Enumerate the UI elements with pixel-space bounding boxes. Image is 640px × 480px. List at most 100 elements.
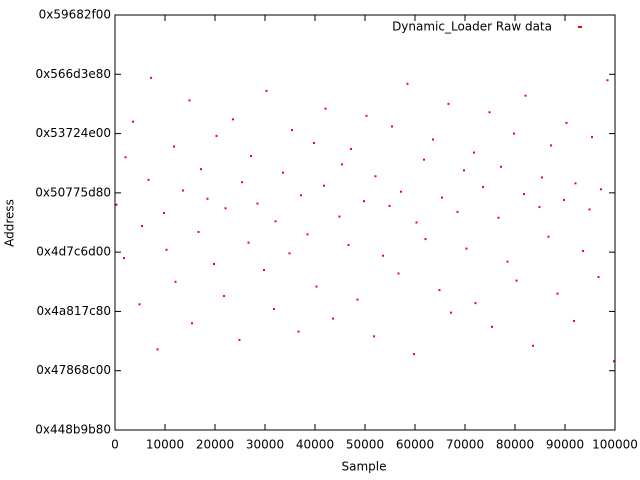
y-tick-label: 0x4d7c6d00 bbox=[36, 245, 111, 259]
point bbox=[482, 185, 484, 188]
y-tick-label: 0x566d3e80 bbox=[35, 67, 111, 81]
point bbox=[313, 142, 315, 145]
point bbox=[613, 360, 615, 363]
point bbox=[588, 208, 591, 211]
point bbox=[524, 94, 527, 97]
point bbox=[400, 190, 402, 193]
point bbox=[132, 120, 134, 123]
point bbox=[341, 163, 343, 166]
point bbox=[532, 344, 534, 347]
point bbox=[324, 107, 327, 110]
point bbox=[250, 155, 252, 158]
y-tick-label: 0x50775d80 bbox=[35, 185, 111, 199]
point bbox=[206, 197, 209, 200]
point bbox=[124, 156, 127, 159]
point bbox=[463, 169, 465, 172]
point bbox=[523, 193, 525, 196]
point bbox=[165, 248, 168, 251]
point bbox=[450, 311, 452, 314]
point bbox=[156, 348, 159, 351]
point bbox=[138, 303, 141, 306]
point bbox=[600, 188, 602, 191]
point bbox=[373, 335, 375, 338]
point bbox=[115, 203, 118, 206]
legend-label: Dynamic_Loader Raw data bbox=[392, 20, 552, 34]
point bbox=[223, 295, 225, 298]
point bbox=[363, 200, 365, 203]
point bbox=[238, 338, 241, 341]
point bbox=[338, 215, 341, 218]
point bbox=[247, 241, 250, 244]
point bbox=[382, 254, 384, 257]
point bbox=[473, 151, 475, 154]
point bbox=[488, 111, 491, 114]
x-tick-label: 50000 bbox=[346, 438, 384, 452]
point bbox=[197, 230, 200, 233]
y-tick-label: 0x448b9b80 bbox=[35, 423, 111, 437]
point bbox=[297, 330, 300, 333]
point bbox=[241, 181, 243, 184]
point bbox=[263, 268, 265, 271]
point bbox=[224, 207, 227, 210]
point bbox=[550, 144, 552, 147]
point bbox=[388, 204, 391, 207]
point bbox=[465, 247, 468, 250]
point bbox=[556, 292, 559, 295]
point bbox=[256, 202, 259, 205]
point bbox=[273, 308, 275, 311]
x-axis-label: Sample bbox=[342, 460, 387, 474]
point bbox=[306, 233, 309, 236]
point bbox=[365, 114, 368, 117]
x-tick-label: 40000 bbox=[296, 438, 334, 452]
y-tick-label: 0x59682f00 bbox=[39, 8, 111, 22]
point bbox=[438, 289, 441, 292]
point bbox=[447, 102, 450, 105]
point bbox=[515, 279, 518, 282]
plot-border bbox=[114, 14, 616, 431]
point bbox=[191, 322, 193, 325]
point bbox=[506, 260, 509, 263]
point bbox=[141, 225, 143, 228]
point bbox=[397, 272, 400, 275]
point bbox=[350, 147, 352, 150]
point bbox=[563, 198, 565, 201]
point bbox=[456, 210, 459, 213]
point bbox=[606, 79, 609, 82]
y-tick-label: 0x53724e00 bbox=[35, 126, 111, 140]
point bbox=[174, 280, 177, 283]
point bbox=[274, 220, 277, 223]
point bbox=[213, 263, 215, 265]
point bbox=[147, 178, 150, 181]
point bbox=[597, 276, 600, 279]
point bbox=[497, 216, 500, 219]
point bbox=[315, 285, 318, 288]
x-tick-label: 10000 bbox=[146, 438, 184, 452]
point bbox=[500, 165, 502, 168]
point bbox=[123, 257, 125, 260]
point bbox=[232, 118, 234, 121]
y-axis-label: Address bbox=[3, 199, 17, 247]
x-tick-label: 70000 bbox=[446, 438, 484, 452]
point bbox=[288, 252, 291, 255]
point bbox=[474, 302, 477, 305]
point bbox=[432, 138, 434, 141]
point bbox=[282, 171, 284, 174]
x-tick-label: 30000 bbox=[246, 438, 284, 452]
x-tick-label: 90000 bbox=[546, 438, 584, 452]
point bbox=[441, 196, 443, 199]
x-tick-label: 60000 bbox=[396, 438, 434, 452]
point bbox=[513, 132, 515, 135]
point bbox=[565, 121, 568, 124]
x-tick-label: 20000 bbox=[196, 438, 234, 452]
point bbox=[423, 158, 425, 161]
point bbox=[347, 244, 350, 247]
point bbox=[424, 238, 427, 241]
point bbox=[413, 353, 415, 356]
point bbox=[265, 89, 268, 92]
y-tick-label: 0x4a817c80 bbox=[37, 304, 112, 318]
point bbox=[332, 317, 334, 320]
point bbox=[547, 235, 550, 238]
point bbox=[163, 212, 165, 215]
